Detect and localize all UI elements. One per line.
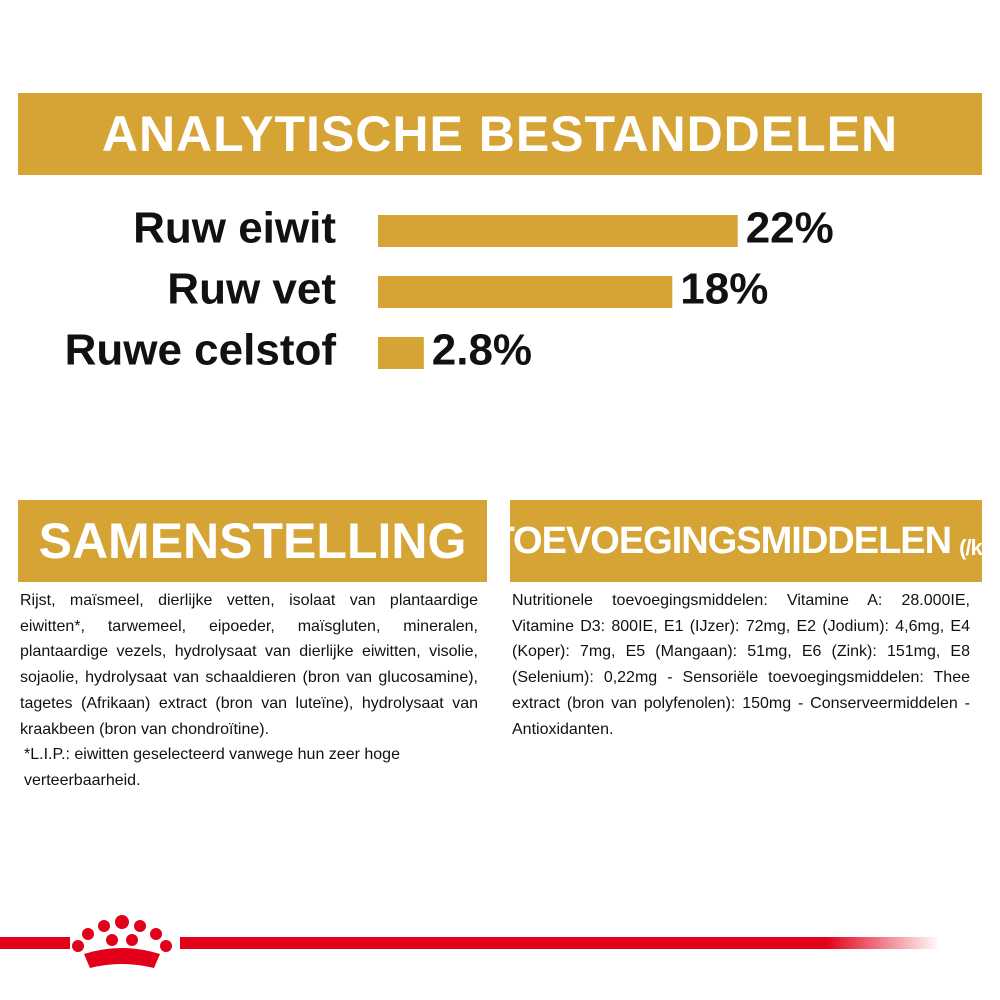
additives-banner: TOEVOEGINGSMIDDELEN (/kg) [491,500,1000,582]
crown [72,915,172,968]
chart: Ruw eiwit 22% Ruw vet 18% Ruwe celstof 2.8% [65,204,834,375]
additives-unit: (/kg) [959,535,1000,560]
value-label: 22% [746,204,834,253]
composition-note: *L.I.P.: eiwitten geselecteerd vanwege h… [24,746,400,789]
composition-text: Rijst, maïsmeel, dierlijke vetten, isola… [20,588,478,794]
additives-paragraph: Nutritionele toevoegingsmiddelen: Vitami… [512,592,970,738]
header-title: ANALYTISCHE BESTANDDELEN [101,106,899,162]
brand-line [180,937,940,949]
bar [378,337,424,369]
composition-title: SAMENSTELLING [38,513,467,569]
brand-logo [0,915,940,968]
category-label: Ruw eiwit [133,204,336,253]
brand-line [0,937,70,949]
header-banner: ANALYTISCHE BESTANDDELEN [18,93,982,175]
composition-banner: SAMENSTELLING [18,500,487,582]
value-label: 2.8% [432,326,532,375]
composition-paragraph: Rijst, maïsmeel, dierlijke vetten, isola… [20,592,478,738]
bar [378,215,738,247]
value-label: 18% [680,265,768,314]
additives-title: TOEVOEGINGSMIDDELEN [491,519,952,562]
additives-text: Nutritionele toevoegingsmiddelen: Vitami… [512,588,970,742]
category-label: Ruwe celstof [65,326,337,375]
bar [378,276,673,308]
category-label: Ruw vet [167,265,336,314]
